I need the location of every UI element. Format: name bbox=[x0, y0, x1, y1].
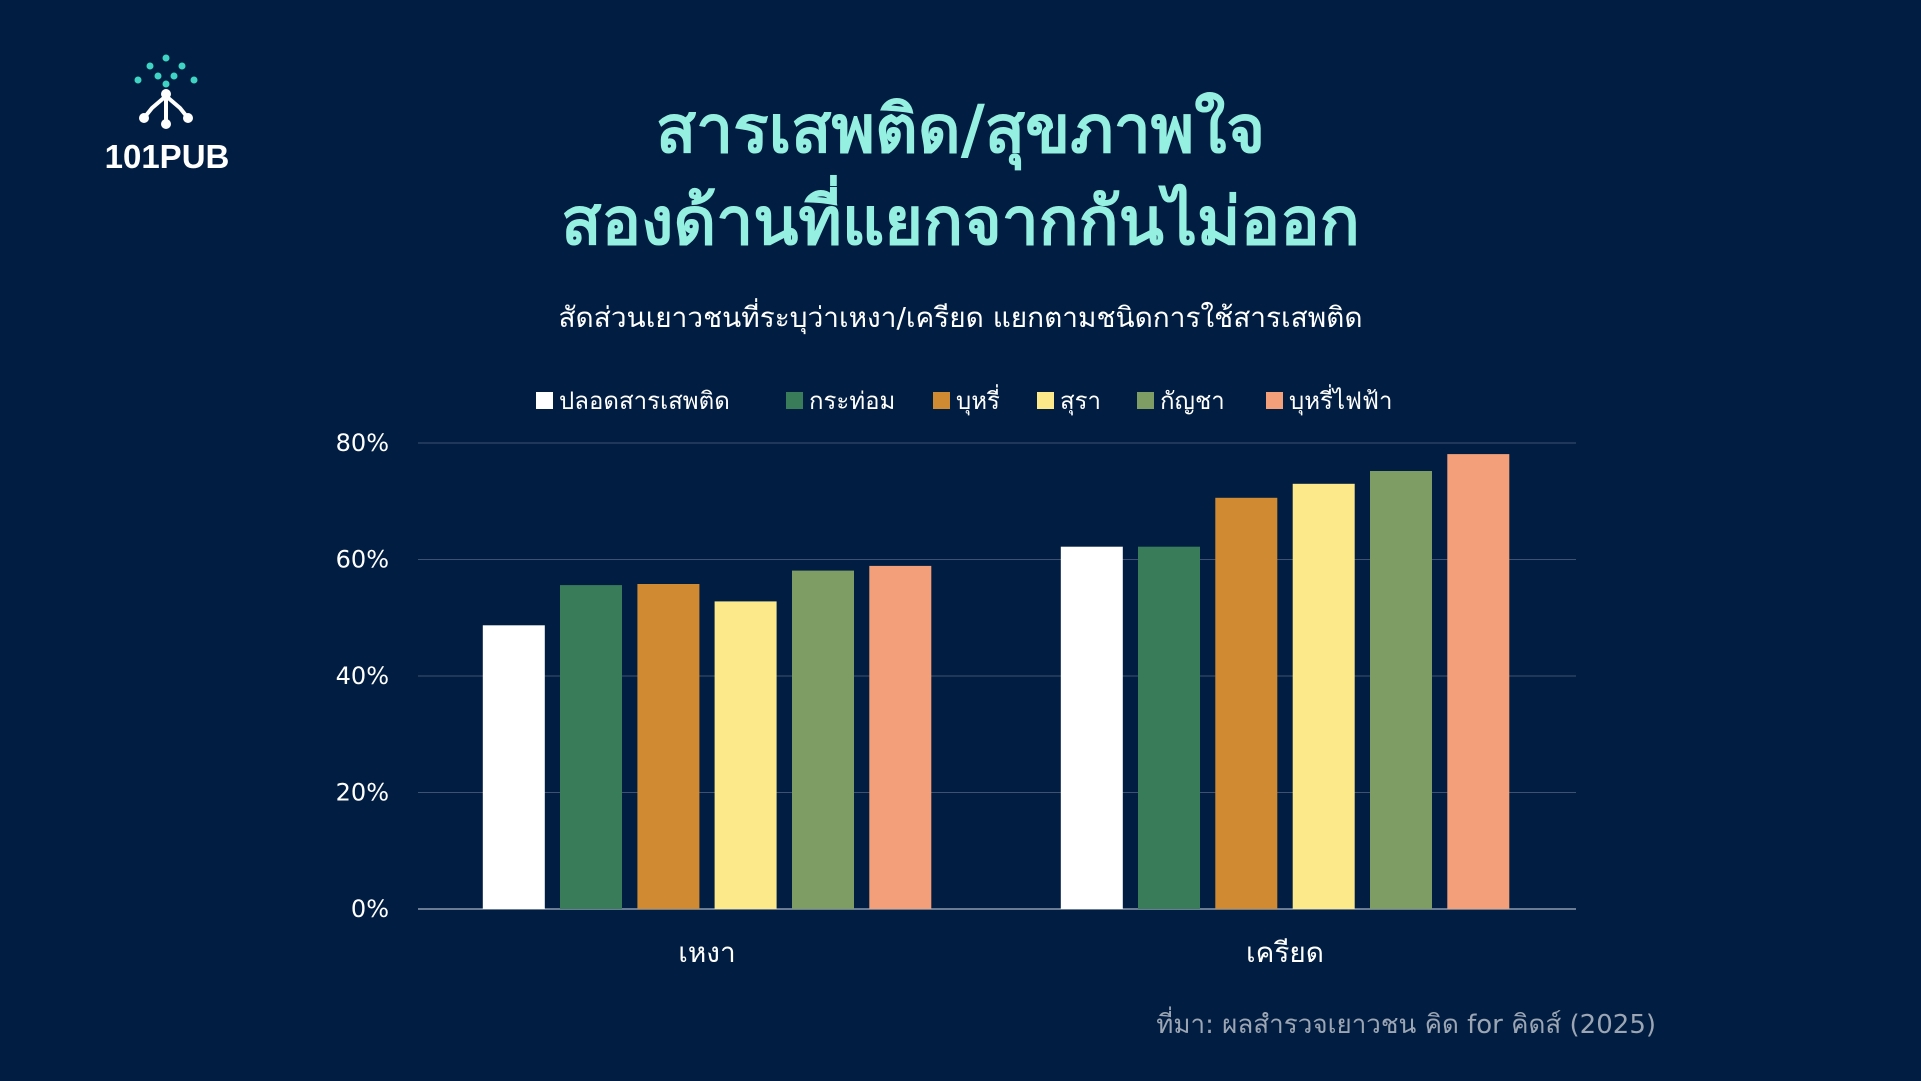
bar bbox=[1447, 454, 1510, 909]
x-category-label: เหงา bbox=[678, 936, 735, 969]
legend-swatch bbox=[1137, 392, 1154, 409]
legend-label: บุหรี่ bbox=[956, 384, 1000, 416]
bar bbox=[714, 601, 777, 909]
y-tick-label: 40% bbox=[336, 662, 389, 690]
bar bbox=[560, 585, 622, 909]
chart-title: สัดส่วนเยาวชนที่ระบุว่าเหงา/เครียด แยกตา… bbox=[558, 301, 1363, 334]
y-tick-label: 60% bbox=[336, 546, 389, 574]
legend-label: ปลอดสารเสพติด bbox=[559, 387, 730, 415]
source-note: ที่มา: ผลสำรวจเยาวชน คิด for คิดส์ (2025… bbox=[1156, 1010, 1656, 1040]
legend-swatch bbox=[536, 392, 553, 409]
page-title: สารเสพติด/สุขภาพใจ สองด้านที่แยกจากกันไม… bbox=[0, 84, 1921, 268]
legend-label: กระท่อม bbox=[809, 387, 895, 415]
bar bbox=[1215, 497, 1278, 909]
bar bbox=[1060, 546, 1123, 909]
page-title-line-2: สองด้านที่แยกจากกันไม่ออก bbox=[561, 183, 1360, 260]
legend-label: บุหรี่ไฟฟ้า bbox=[1289, 384, 1392, 416]
brand-logo: 101PUB bbox=[105, 54, 230, 175]
legend-swatch bbox=[786, 392, 803, 409]
bar bbox=[792, 570, 854, 909]
y-tick-label: 20% bbox=[336, 779, 389, 807]
legend-label: กัญชา bbox=[1160, 387, 1225, 415]
x-category-label: เครียด bbox=[1246, 936, 1324, 969]
legend-swatch bbox=[1266, 392, 1283, 409]
y-tick-label: 0% bbox=[351, 895, 389, 923]
bar bbox=[482, 625, 545, 909]
legend-swatch bbox=[933, 392, 950, 409]
bar bbox=[1138, 546, 1200, 909]
bar bbox=[1292, 483, 1355, 909]
legend-swatch bbox=[1037, 392, 1054, 409]
bar bbox=[869, 565, 932, 909]
bar bbox=[1370, 471, 1432, 909]
bar bbox=[637, 584, 700, 909]
legend-label: สุรา bbox=[1060, 387, 1101, 416]
y-tick-label: 80% bbox=[336, 429, 389, 457]
page-title-line-1: สารเสพติด/สุขภาพใจ bbox=[655, 91, 1266, 168]
brand-wordmark: 101PUB bbox=[105, 138, 230, 175]
